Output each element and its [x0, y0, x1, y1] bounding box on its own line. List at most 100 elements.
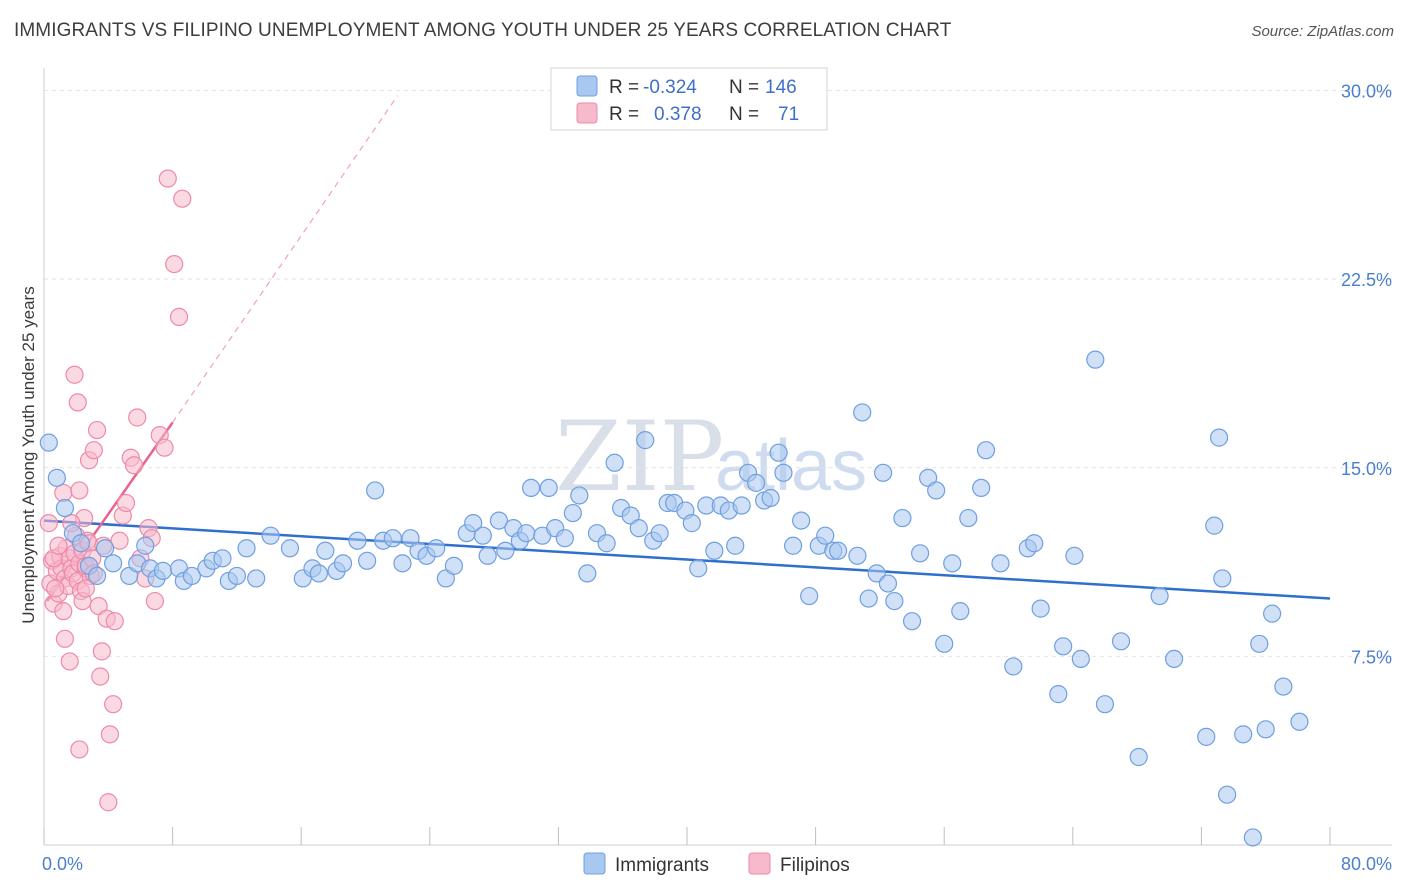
- legend-r-value-immigrants: -0.324: [643, 77, 697, 98]
- filipinos-point: [68, 393, 87, 412]
- axes: [43, 68, 1392, 846]
- immigrants-point: [1004, 657, 1023, 676]
- immigrants-point: [95, 539, 115, 558]
- immigrants-point: [774, 463, 793, 482]
- immigrants-point: [636, 431, 655, 450]
- filipinos-point: [169, 307, 189, 327]
- legend-swatch-immigrants: [576, 75, 598, 97]
- immigrants-point: [829, 541, 848, 560]
- immigrants-point: [769, 443, 788, 462]
- immigrants-point: [1274, 677, 1293, 696]
- legend-n-label: N =: [729, 104, 759, 125]
- gridlines: [44, 90, 1392, 657]
- immigrants-point: [597, 534, 616, 553]
- immigrants-point: [1250, 634, 1269, 653]
- immigrants-point: [1234, 725, 1253, 744]
- immigrants-point: [464, 514, 483, 533]
- immigrants-point: [1086, 350, 1105, 369]
- filipinos-point: [39, 514, 58, 533]
- y-tick-label: 22.5%: [1341, 270, 1392, 290]
- legend-n-value-immigrants: 146: [765, 77, 797, 98]
- immigrants-point: [1209, 428, 1229, 447]
- immigrants-point: [87, 566, 107, 586]
- immigrants-point: [39, 433, 58, 452]
- y-axis-label: Unemployment Among Youth under 25 years: [19, 286, 38, 623]
- immigrants-point: [489, 511, 509, 530]
- immigrants-point: [902, 612, 922, 631]
- filipinos-point: [165, 254, 184, 274]
- filipinos-point: [145, 591, 165, 611]
- immigrants-point: [1071, 649, 1090, 669]
- immigrants-point: [792, 511, 811, 530]
- immigrants-point: [1031, 599, 1050, 618]
- legend-r-label: R =: [609, 77, 639, 98]
- filipinos-point: [105, 612, 124, 631]
- legend-label-filipinos: Filipinos: [780, 855, 850, 876]
- immigrants-point: [578, 564, 597, 583]
- immigrants-point: [1054, 637, 1073, 656]
- correlation-legend: R = -0.324 N = 146 R = 0.378 N = 71: [550, 67, 828, 131]
- immigrants-point: [444, 556, 464, 575]
- filipinos-point: [91, 667, 110, 686]
- immigrants-trend-line: [43, 519, 1331, 600]
- filipinos-point: [55, 629, 74, 648]
- immigrants-point: [874, 463, 893, 482]
- immigrants-point: [182, 566, 201, 586]
- filipinos-point: [87, 420, 107, 440]
- immigrants-point: [761, 488, 780, 508]
- immigrants-point: [383, 529, 402, 548]
- filipinos-point: [104, 695, 123, 714]
- immigrants-point: [563, 503, 582, 523]
- immigrants-point: [705, 541, 724, 560]
- tick-labels: 7.5% 15.0% 22.5% 30.0% 0.0% 80.0%: [42, 82, 1392, 874]
- immigrants-point: [261, 526, 280, 545]
- immigrants-point: [1213, 569, 1232, 588]
- immigrants-point: [104, 554, 123, 573]
- filipinos-point: [128, 408, 147, 427]
- filipinos-point: [100, 725, 120, 744]
- filipinos-point: [46, 579, 65, 598]
- filipinos-point: [60, 652, 79, 671]
- immigrants-point: [853, 403, 872, 422]
- watermark-atlas: atlas: [715, 426, 867, 506]
- y-tick-label: 15.0%: [1341, 459, 1392, 479]
- immigrants-point: [316, 541, 335, 560]
- immigrants-point: [55, 498, 74, 518]
- immigrants-point: [885, 591, 904, 611]
- x-tick-label: 0.0%: [42, 854, 83, 874]
- immigrants-point: [783, 536, 803, 555]
- series-legend: Immigrants Filipinos: [583, 852, 850, 876]
- immigrants-point: [972, 478, 991, 498]
- immigrants-point: [496, 541, 515, 560]
- immigrants-point: [893, 508, 912, 528]
- y-tick-label: 7.5%: [1351, 647, 1392, 667]
- immigrants-point: [859, 589, 878, 608]
- filipinos-point: [158, 169, 177, 188]
- filipinos-point: [54, 483, 73, 503]
- immigrants-point: [213, 549, 232, 568]
- immigrants-point: [1243, 828, 1262, 847]
- legend-n-value-filipinos: 71: [778, 104, 799, 125]
- filipinos-point: [173, 189, 192, 208]
- immigrants-point: [629, 519, 648, 538]
- immigrants-point: [227, 566, 246, 586]
- source-label: Source: ZipAtlas.com: [1251, 23, 1394, 40]
- filipinos-point: [92, 642, 111, 661]
- immigrants-point: [570, 486, 589, 505]
- legend-swatch-filipinos: [576, 102, 598, 124]
- immigrants-point: [1049, 685, 1068, 704]
- immigrants-point: [991, 554, 1010, 573]
- filipinos-trend-extension: [172, 95, 399, 423]
- immigrants-point: [1111, 632, 1131, 651]
- immigrants-point: [473, 526, 492, 545]
- legend-r-label: R =: [609, 104, 639, 125]
- immigrants-point: [816, 526, 835, 545]
- immigrants-point: [848, 546, 867, 565]
- filipinos-point: [49, 536, 68, 555]
- immigrants-point: [689, 559, 708, 578]
- immigrants-point: [1129, 747, 1148, 767]
- immigrants-point: [747, 473, 766, 492]
- immigrants-points: [39, 350, 1309, 847]
- legend-swatch-filipinos-bottom: [748, 852, 771, 875]
